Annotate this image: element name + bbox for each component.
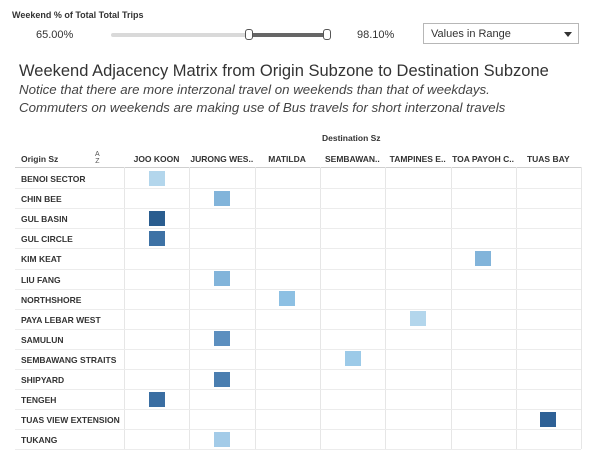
row-divider (15, 429, 581, 431)
row-header[interactable]: TENGEH (21, 395, 57, 406)
column-header[interactable]: JURONG WES.. (190, 154, 254, 164)
column-header[interactable]: TOA PAYOH C.. (452, 154, 514, 164)
filter-label: Weekend % of Total Total Trips (12, 10, 144, 20)
row-divider (15, 228, 581, 230)
column-header[interactable]: JOO KOON (133, 154, 180, 164)
row-header[interactable]: CHIN BEE (21, 194, 62, 205)
destination-group-header: Destination Sz (322, 133, 381, 143)
column-header[interactable]: MATILDA (268, 154, 306, 164)
range-mode-dropdown[interactable]: Values in Range (423, 23, 579, 44)
matrix-cell[interactable] (344, 351, 361, 367)
row-divider (15, 208, 581, 210)
row-header[interactable]: SEMBAWANG STRAITS (21, 354, 117, 365)
column-header[interactable]: SEMBAWAN.. (325, 154, 380, 164)
chevron-down-icon (564, 32, 572, 37)
row-header[interactable]: NORTHSHORE (21, 294, 82, 305)
matrix-cell[interactable] (213, 371, 230, 387)
column-divider (515, 167, 517, 449)
row-divider (15, 188, 581, 190)
row-header[interactable]: GUL BASIN (21, 214, 68, 225)
matrix-cell[interactable] (540, 411, 557, 427)
column-header[interactable]: TAMPINES E.. (389, 154, 446, 164)
column-divider (385, 167, 387, 449)
range-max-value[interactable]: 98.10% (357, 29, 395, 41)
range-slider[interactable] (111, 29, 331, 40)
slider-max-handle[interactable] (323, 29, 331, 40)
matrix-cell[interactable] (213, 331, 230, 347)
column-divider (254, 167, 256, 449)
row-header[interactable]: BENOI SECTOR (21, 174, 86, 184)
matrix-cell[interactable] (409, 311, 426, 327)
row-divider (15, 288, 581, 290)
matrix-cell[interactable] (148, 170, 165, 186)
matrix-cell[interactable] (213, 190, 230, 206)
row-header[interactable]: KIM KEAT (21, 254, 62, 265)
row-divider (15, 348, 581, 350)
row-header[interactable]: GUL CIRCLE (21, 234, 73, 245)
matrix-cell[interactable] (475, 250, 492, 266)
header-divider (15, 167, 581, 168)
column-divider (319, 167, 321, 449)
row-divider (15, 268, 581, 270)
row-divider (15, 389, 581, 391)
row-divider (15, 328, 581, 330)
row-divider (15, 248, 581, 250)
range-min-value[interactable]: 65.00% (36, 29, 74, 41)
row-divider (15, 449, 581, 451)
column-header[interactable]: TUAS BAY (526, 154, 570, 164)
matrix-cell[interactable] (148, 230, 165, 246)
subtitle-line-2: Commuters on weekends are making use of … (19, 100, 506, 115)
matrix-cell[interactable] (279, 291, 296, 307)
row-divider (15, 409, 581, 411)
row-header[interactable]: TUAS VIEW EXTENSION (21, 415, 120, 426)
column-divider (581, 167, 583, 449)
row-header[interactable]: SAMULUN (21, 334, 64, 345)
row-header[interactable]: PAYA LEBAR WEST (21, 314, 101, 325)
slider-fill (249, 33, 327, 37)
row-header[interactable]: LIU FANG (21, 274, 61, 285)
matrix-cell[interactable] (213, 431, 230, 447)
subtitle-line-1: Notice that there are more interzonal tr… (19, 82, 490, 97)
origin-column-header: Origin Sz (21, 154, 59, 164)
row-header[interactable]: SHIPYARD (21, 375, 65, 385)
column-divider (450, 167, 452, 449)
matrix-cell[interactable] (213, 271, 230, 286)
range-mode-value: Values in Range (431, 28, 511, 40)
row-divider (15, 369, 581, 370)
matrix-cell[interactable] (148, 210, 165, 226)
page-title: Weekend Adjacency Matrix from Origin Sub… (19, 62, 549, 80)
row-header[interactable]: TUKANG (21, 435, 58, 446)
column-divider (189, 167, 191, 449)
matrix-cell[interactable] (148, 391, 165, 407)
slider-min-handle[interactable] (245, 29, 254, 40)
row-divider (15, 308, 581, 310)
column-divider (124, 167, 125, 449)
